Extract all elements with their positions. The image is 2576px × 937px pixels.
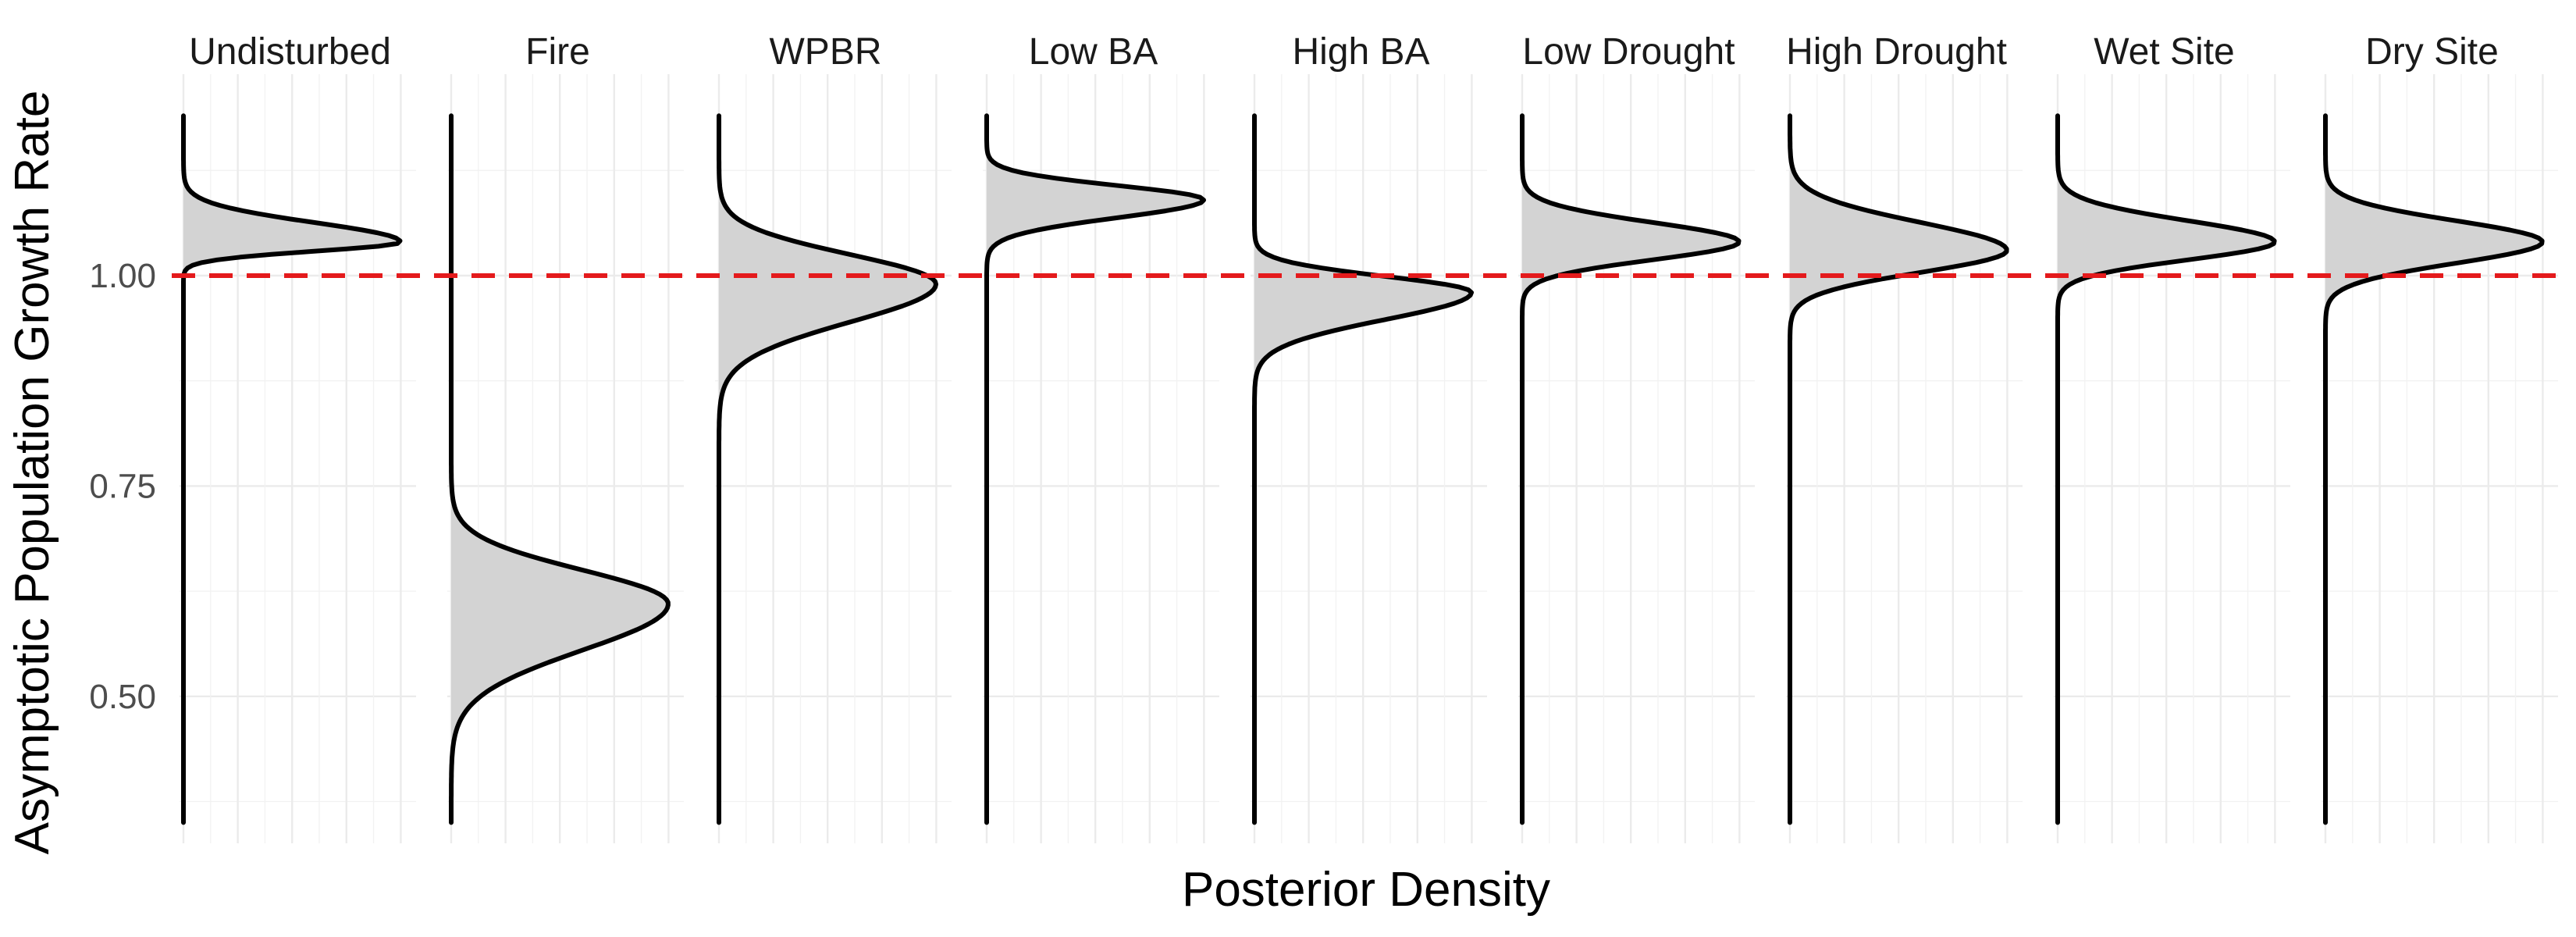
density-fill-low-ba [987,116,1204,823]
density-fill-high-drought [1790,116,2007,823]
facet-title-high-ba: High BA [1292,31,1429,73]
facet-title-fire: Fire [525,31,590,73]
density-layer [181,113,2545,825]
y-tick-label: 0.50 [89,678,156,716]
density-fill-dry-site [2325,116,2542,823]
density-fill-high-ba [1254,116,1471,823]
facet-title-low-drought: Low Drought [1522,31,1735,73]
density-fill-low-drought [1522,116,1739,823]
facet-title-dry-site: Dry Site [2365,31,2499,73]
density-curve-dry-site [2323,113,2545,825]
facet-title-low-ba: Low BA [1029,31,1158,73]
text-layer: Undisturbed Fire WPBR Low BA High BA Low Drou… [89,31,2498,716]
density-fill-wpbr [719,116,936,823]
density-fill-fire [451,116,668,823]
density-curve-high-ba [1252,113,1474,825]
facet-title-wpbr: WPBR [770,31,882,73]
density-curve-undisturbed [181,113,403,825]
y-tick-label: 0.75 [89,467,156,505]
density-curve-low-drought [1520,113,1742,825]
density-curve-low-ba [984,113,1206,825]
facet-title-undisturbed: Undisturbed [189,31,391,73]
y-tick-label: 1.00 [89,257,156,295]
grid-layer [180,74,2558,843]
density-curve-high-drought [1788,113,2009,825]
y-axis-title: Asymptotic Population Growth Rate [5,91,59,855]
density-fill-wet-site [2058,116,2275,823]
density-curve-fire [449,113,671,825]
density-curve-wpbr [717,113,938,825]
facet-title-wet-site: Wet Site [2094,31,2235,73]
x-axis-title: Posterior Density [1182,863,1550,917]
facet-title-high-drought: High Drought [1786,31,2007,73]
density-curve-wet-site [2055,113,2277,825]
